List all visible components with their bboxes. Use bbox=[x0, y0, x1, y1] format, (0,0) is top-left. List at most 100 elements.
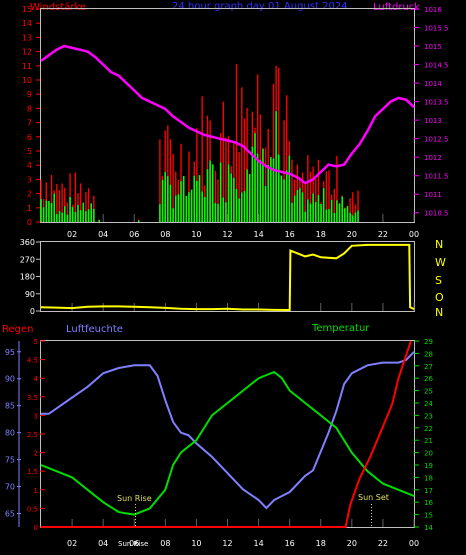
rain-ytick-0.5: 0.5 bbox=[27, 505, 38, 513]
rain-ytick-5: 5 bbox=[34, 338, 38, 346]
lower-xtick-22: 22 bbox=[378, 539, 388, 548]
direction-panel-frame bbox=[40, 241, 415, 312]
pressure-ytick-1013.5: 1013.5 bbox=[424, 99, 449, 107]
temperature-line bbox=[40, 370, 415, 516]
wind-xtick-14: 14 bbox=[253, 230, 263, 239]
humidity-axis-title: Luftfeuchte bbox=[66, 324, 123, 335]
sunset-label: Sun Set bbox=[358, 493, 389, 502]
wind-xtick-22: 22 bbox=[378, 230, 388, 239]
wind-ytick-15: 15 bbox=[22, 5, 32, 14]
rain-ytick-1: 1 bbox=[34, 487, 38, 495]
direction-letter-s: S bbox=[435, 274, 442, 287]
temperature-ytick-20: 20 bbox=[424, 450, 433, 458]
temperature-ytick-23: 23 bbox=[424, 412, 433, 420]
lower-xtick-14: 14 bbox=[253, 539, 263, 548]
wind-xtick-00: 00 bbox=[409, 230, 419, 239]
wind-ytick-7: 7 bbox=[27, 119, 32, 128]
wind-xtick-16: 16 bbox=[285, 230, 295, 239]
dir-ytick-180: 180 bbox=[20, 273, 35, 282]
temperature-ytick-25: 25 bbox=[424, 388, 433, 396]
direction-chart: 0 90 180 270 360 bbox=[20, 238, 415, 316]
temperature-ytick-14: 14 bbox=[424, 524, 433, 532]
wind-ytick-11: 11 bbox=[22, 62, 32, 71]
pressure-ytick-1014.5: 1014.5 bbox=[424, 62, 449, 70]
temperature-ytick-18: 18 bbox=[424, 474, 433, 482]
pressure-ytick-1012.5: 1012.5 bbox=[424, 136, 449, 144]
direction-letter-n-top: N bbox=[435, 238, 443, 251]
lower-xtick-06: 06 bbox=[129, 539, 139, 548]
rain-ytick-3.5: 3.5 bbox=[27, 394, 38, 402]
humidity-line bbox=[41, 351, 415, 510]
direction-letter-n-bottom: N bbox=[435, 306, 443, 319]
sun-axis-mark: Sun Rise bbox=[118, 540, 148, 548]
temperature-ytick-15: 15 bbox=[424, 512, 433, 520]
rain-line bbox=[41, 340, 412, 528]
pressure-ytick-1014: 1014 bbox=[424, 80, 442, 88]
temperature-ytick-24: 24 bbox=[424, 400, 433, 408]
temperature-ytick-27: 27 bbox=[424, 363, 433, 371]
lower-xtick-10: 10 bbox=[191, 539, 201, 548]
rain-ytick-1.5: 1.5 bbox=[27, 468, 38, 476]
lower-xtick-08: 08 bbox=[160, 539, 170, 548]
humidity-ytick-70: 70 bbox=[5, 483, 15, 492]
dir-ytick-270: 270 bbox=[20, 255, 35, 264]
wind-ytick-12: 12 bbox=[22, 48, 32, 57]
lower-chart: 02 04 06 08 10 12 14 16 18 20 22 0000.511.522.533.5… bbox=[5, 338, 434, 548]
rain-ytick-4.5: 4.5 bbox=[27, 357, 38, 365]
lower-xtick-02: 02 bbox=[67, 539, 77, 548]
pressure-ytick-1015.5: 1015.5 bbox=[424, 25, 449, 33]
pressure-ytick-1015: 1015 bbox=[424, 43, 442, 51]
direction-letter-w: W bbox=[435, 256, 446, 269]
temperature-ytick-21: 21 bbox=[424, 437, 433, 445]
wind-panel-frame bbox=[40, 8, 415, 223]
lower-xtick-16: 16 bbox=[285, 539, 295, 548]
wind-ytick-6: 6 bbox=[27, 133, 32, 142]
lower-xtick-20: 20 bbox=[347, 539, 357, 548]
pressure-ytick-1011.5: 1011.5 bbox=[424, 173, 449, 181]
direction-letter-o: O bbox=[435, 291, 444, 304]
dir-ytick-0: 0 bbox=[30, 307, 35, 316]
wind-ytick-0: 0 bbox=[27, 218, 32, 227]
rain-axis-title: Regen bbox=[2, 324, 34, 335]
wind-ytick-4: 4 bbox=[27, 161, 32, 170]
pressure-ytick-1016: 1016 bbox=[424, 6, 442, 14]
pressure-ytick-1013: 1013 bbox=[424, 117, 442, 125]
rain-ytick-3: 3 bbox=[34, 412, 38, 420]
wind-ytick-5: 5 bbox=[27, 147, 32, 156]
humidity-ytick-65: 65 bbox=[5, 510, 15, 519]
temperature-axis-title: Temperatur bbox=[311, 323, 370, 334]
wind-xtick-06: 06 bbox=[129, 230, 139, 239]
dir-ytick-360: 360 bbox=[20, 238, 35, 247]
wind-axis-title: Windstärke bbox=[30, 2, 86, 13]
wind-ytick-1: 1 bbox=[27, 204, 32, 213]
wind-ytick-13: 13 bbox=[22, 33, 32, 42]
wind-xtick-12: 12 bbox=[222, 230, 232, 239]
humidity-ytick-75: 75 bbox=[5, 456, 15, 465]
lower-xtick-04: 04 bbox=[98, 539, 108, 548]
wind-ytick-9: 9 bbox=[27, 90, 32, 99]
wind-direction-line bbox=[40, 243, 415, 312]
wind-xtick-18: 18 bbox=[316, 230, 326, 239]
pressure-ytick-1011: 1011 bbox=[424, 191, 442, 199]
rain-ytick-4: 4 bbox=[34, 375, 39, 383]
humidity-ytick-80: 80 bbox=[5, 429, 15, 438]
pressure-line bbox=[40, 44, 415, 185]
rain-ytick-2.5: 2.5 bbox=[27, 431, 38, 439]
temperature-ytick-17: 17 bbox=[424, 487, 433, 495]
humidity-ytick-85: 85 bbox=[5, 402, 15, 411]
humidity-ytick-95: 95 bbox=[5, 348, 15, 357]
graph-title: 24 hour graph day 01 August 2024 bbox=[172, 1, 348, 12]
wind-xtick-08: 08 bbox=[160, 230, 170, 239]
temperature-ytick-26: 26 bbox=[424, 375, 433, 383]
wind-ytick-2: 2 bbox=[27, 190, 32, 199]
pressure-axis-title: Luftdruck bbox=[373, 2, 420, 13]
rain-ytick-0: 0 bbox=[34, 524, 38, 532]
temperature-ytick-29: 29 bbox=[424, 338, 433, 346]
lower-xtick-12: 12 bbox=[222, 539, 232, 548]
wind-ytick-3: 3 bbox=[27, 175, 32, 184]
pressure-ytick-1010.5: 1010.5 bbox=[424, 210, 449, 218]
wind-ytick-10: 10 bbox=[22, 76, 32, 85]
wind-chart: 02 04 06 08 10 12 14 16 18 20 22 000123456789101112… bbox=[22, 5, 449, 239]
